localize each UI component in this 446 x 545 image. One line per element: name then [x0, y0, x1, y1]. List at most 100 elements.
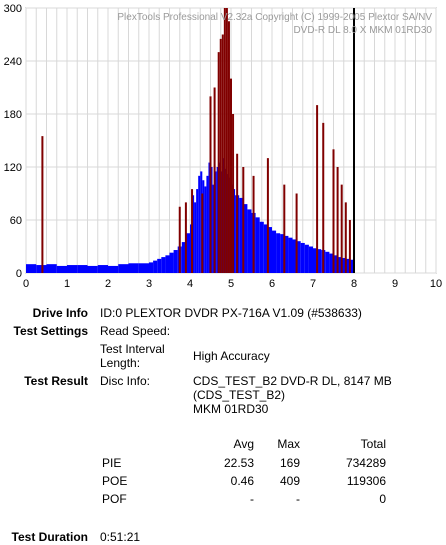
test-interval-label-2: Length: [100, 356, 141, 370]
bar [208, 162, 211, 273]
stats-row-max: 409 [279, 474, 300, 488]
x-tick-label: 7 [310, 278, 316, 290]
drive-info-label: Drive Info [32, 306, 88, 320]
bar [194, 202, 197, 273]
bar [224, 168, 227, 273]
bar [222, 158, 225, 273]
y-axis-ticks: 300 240 180 120 60 0 [4, 3, 22, 280]
bar [108, 265, 119, 273]
x-tick-label: 2 [105, 278, 111, 290]
disc-info-line3: MKM 01RD30 [193, 402, 269, 416]
bar [233, 189, 236, 273]
x-tick-label: 9 [392, 278, 398, 290]
bar [259, 221, 264, 273]
stats-row-avg: 22.53 [223, 456, 254, 470]
bar [198, 175, 201, 273]
bar [26, 264, 37, 273]
bar [280, 234, 285, 273]
stats-row-total: 119306 [346, 474, 386, 488]
bars [26, 158, 355, 273]
bar [255, 217, 260, 273]
bar [300, 242, 305, 273]
bar [185, 233, 190, 273]
bar [161, 257, 166, 273]
bar [220, 171, 223, 273]
test-settings-label: Test Settings [13, 324, 88, 338]
bar [46, 264, 57, 273]
bar [284, 235, 289, 273]
drive-info-value: ID:0 PLEXTOR DVDR PX-716A V1.09 (#538633… [100, 306, 362, 320]
stats-row-name: POE [102, 474, 128, 488]
x-tick-label: 8 [351, 278, 357, 290]
read-speed-label: Read Speed: [100, 324, 171, 338]
bar [77, 265, 88, 273]
bar [325, 251, 330, 273]
bar [212, 184, 215, 273]
bar [329, 253, 334, 273]
y-tick-label: 180 [4, 109, 22, 121]
y-tick-label: 240 [4, 56, 22, 68]
bar [337, 257, 342, 273]
bar [218, 162, 221, 273]
bar [333, 255, 338, 273]
x-tick-label: 6 [269, 278, 275, 290]
y-tick-label: 120 [4, 162, 22, 174]
bar [206, 175, 209, 273]
bar [149, 262, 154, 273]
test-interval-value: High Accuracy [193, 349, 270, 363]
bar [181, 242, 186, 273]
x-tick-label: 3 [146, 278, 152, 290]
disc-info-label: Disc Info: [100, 374, 151, 388]
bar [304, 244, 309, 273]
bar [67, 265, 78, 273]
test-duration-label: Test Duration [11, 530, 88, 544]
bar [56, 265, 67, 273]
x-axis-ticks: 0 1 2 3 4 5 6 7 8 9 10 [23, 278, 442, 290]
bar [308, 246, 313, 273]
bar [202, 180, 205, 273]
stats-row-name: POF [102, 492, 127, 506]
x-tick-label: 5 [228, 278, 234, 290]
bar [263, 224, 268, 273]
bar [292, 239, 297, 273]
pie-chart: PlexTools Professional V2.32a Copyright … [4, 3, 442, 290]
disc-info-line2: (CDS_TEST_B2) [193, 388, 286, 402]
bar [204, 186, 207, 273]
bar [165, 255, 170, 273]
x-tick-label: 4 [187, 278, 193, 290]
test-duration-value: 0:51:21 [100, 530, 141, 544]
x-tick-label: 0 [23, 278, 29, 290]
bar [173, 250, 178, 273]
bar [243, 204, 248, 273]
x-tick-label: 10 [430, 278, 442, 290]
bar [118, 264, 129, 273]
bar [169, 252, 174, 273]
stats-row-total: 734289 [345, 456, 386, 470]
bar [276, 233, 281, 273]
bar [313, 248, 318, 273]
stats-row-avg: - [250, 492, 254, 506]
bar [97, 265, 108, 273]
y-tick-label: 0 [16, 268, 22, 280]
bar [272, 230, 277, 273]
chart-subtitle: DVD-R DL 8.0 X MKM 01RD30 [293, 25, 432, 36]
bar [226, 174, 229, 273]
bar [345, 258, 350, 273]
bar [128, 263, 139, 273]
test-interval-label-1: Test Interval [100, 342, 165, 356]
bar [36, 265, 47, 273]
bar [317, 249, 322, 273]
bar [216, 167, 219, 273]
y-tick-label: 60 [10, 215, 22, 227]
bar [200, 171, 203, 273]
stats-header-total: Total [360, 437, 386, 451]
bar [196, 189, 199, 273]
stats-row-name: PIE [102, 456, 122, 470]
bar [157, 258, 162, 273]
stats-row-max: 169 [279, 456, 300, 470]
bar [288, 237, 293, 273]
stats-row-total: 0 [379, 492, 386, 506]
bar [192, 195, 195, 273]
bar [214, 171, 217, 273]
bar [138, 263, 149, 273]
